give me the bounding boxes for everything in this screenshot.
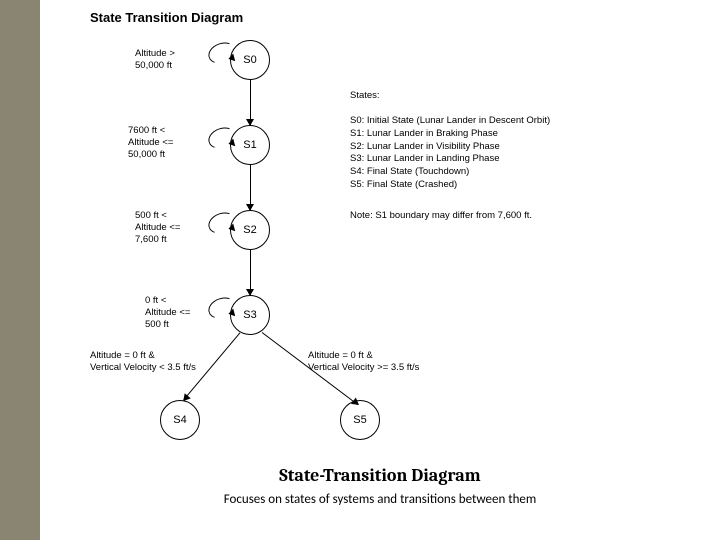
left-sidebar <box>0 0 40 540</box>
legend-item: S4: Final State (Touchdown) <box>350 166 550 179</box>
cond-s3-s5: Altitude = 0 ft & Vertical Velocity >= 3… <box>308 350 419 374</box>
state-node-s3: S3 <box>230 295 270 335</box>
legend-item: S0: Initial State (Lunar Lander in Desce… <box>350 115 550 128</box>
cond-s1-loop: 7600 ft < Altitude <= 50,000 ft <box>128 125 173 161</box>
legend-note: Note: S1 boundary may differ from 7,600 … <box>350 210 532 223</box>
caption-title: State-Transition Diagram <box>40 465 720 486</box>
legend-header: States: <box>350 90 380 103</box>
state-node-s0: S0 <box>230 40 270 80</box>
legend-item: S1: Lunar Lander in Braking Phase <box>350 128 550 141</box>
state-label: S4 <box>173 414 186 426</box>
state-label: S1 <box>243 139 256 151</box>
diagram-title: State Transition Diagram <box>90 10 620 25</box>
state-label: S3 <box>243 309 256 321</box>
state-label: S0 <box>243 54 256 66</box>
legend-body: S0: Initial State (Lunar Lander in Desce… <box>350 115 550 192</box>
state-node-s4: S4 <box>160 400 200 440</box>
cond-s2-loop: 500 ft < Altitude <= 7,600 ft <box>135 210 180 246</box>
state-node-s5: S5 <box>340 400 380 440</box>
cond-s3-loop: 0 ft < Altitude <= 500 ft <box>145 295 190 331</box>
edge-s0-s1 <box>250 80 251 125</box>
state-diagram: State Transition Diagram S0 S1 S2 S3 S4 … <box>60 10 620 455</box>
state-label: S5 <box>353 414 366 426</box>
state-node-s2: S2 <box>230 210 270 250</box>
edge-s1-s2 <box>250 165 251 210</box>
legend-item: S2: Lunar Lander in Visibility Phase <box>350 141 550 154</box>
caption: State-Transition Diagram Focuses on stat… <box>40 465 720 507</box>
state-node-s1: S1 <box>230 125 270 165</box>
cond-s3-s4: Altitude = 0 ft & Vertical Velocity < 3.… <box>90 350 196 374</box>
cond-s0-loop: Altitude > 50,000 ft <box>135 48 175 72</box>
edge-s2-s3 <box>250 250 251 295</box>
legend-item: S5: Final State (Crashed) <box>350 179 550 192</box>
caption-subtitle: Focuses on states of systems and transit… <box>40 492 720 507</box>
state-label: S2 <box>243 224 256 236</box>
legend-item: S3: Lunar Lander in Landing Phase <box>350 153 550 166</box>
